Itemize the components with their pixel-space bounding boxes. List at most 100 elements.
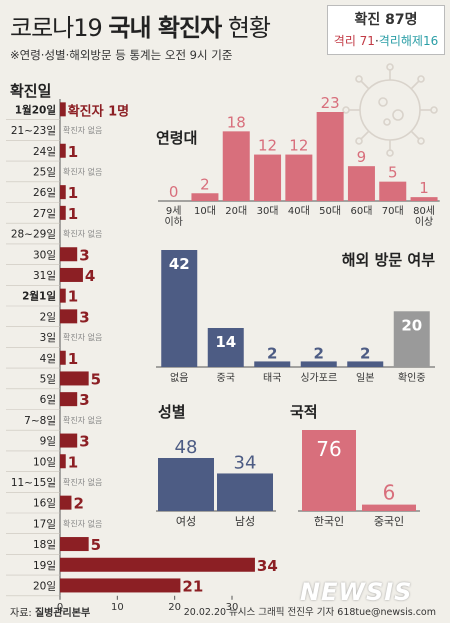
daily-category-label: 20일 [33,579,56,592]
daily-value-label: 3 [79,391,89,409]
daily-category-label: 17일 [33,517,56,530]
summary-box: 확진 87명 격리 71·격리해제16 [327,5,445,55]
daily-category-label: 1월20일 [15,103,56,116]
gender-bar [217,473,273,511]
daily-category-label: 26일 [33,186,56,199]
daily-category-label: 2월1일 [22,290,56,303]
daily-none-label: 확진자 없음 [63,166,102,176]
daily-x-tick-label: 10 [111,602,124,613]
daily-category-label: 5일 [40,372,56,385]
age-category-label: 60대 [350,205,372,217]
released-count: 격리해제16 [378,34,439,48]
daily-bar [60,143,66,158]
summary-separator: · [374,34,379,48]
title-suffix: 현황 [221,14,271,42]
daily-bar [60,205,66,220]
daily-category-label: 4일 [40,352,56,365]
overseas-value-label: 14 [215,333,236,351]
age-value-label: 18 [227,113,246,131]
overseas-value-label: 42 [169,255,190,273]
nationality-category-label: 한국인 [314,515,344,528]
overseas-bar [161,250,198,367]
nationality-value-label: 6 [383,481,396,505]
daily-value-label: 1 [68,143,78,161]
daily-bar [60,247,78,262]
daily-category-label: 24일 [33,145,56,158]
summary-detail: 격리 71·격리해제16 [328,32,444,49]
daily-none-label: 확진자 없음 [63,477,102,487]
daily-value-label: 21 [182,577,203,595]
daily-category-label: 3일 [40,331,56,344]
overseas-category-label: 태국 [263,372,281,384]
daily-chart-title: 확진일 [10,82,51,100]
daily-bar [60,267,83,282]
daily-none-label: 확진자 없음 [63,415,102,425]
age-value-label: 1 [419,179,429,197]
nationality-value-label: 76 [316,437,341,461]
overseas-bar [300,361,337,367]
age-category-label: 30대 [257,205,279,217]
daily-value-label: 1 [68,453,78,471]
daily-category-label: 25일 [33,165,56,178]
age-bar [379,181,407,201]
daily-category-label: 9일 [40,435,56,448]
age-category-label: 10대 [194,205,216,217]
overseas-category-label: 없음 [170,371,188,384]
overseas-category-label: 싱가포르 [300,372,337,384]
daily-bar [60,309,78,324]
age-value-label: 9 [357,148,367,166]
overseas-value-label: 20 [401,316,422,334]
age-category-label: 70대 [382,205,404,217]
daily-category-label: 27일 [33,207,56,220]
age-category-label: 50대 [319,205,341,217]
daily-category-label: 16일 [33,497,56,510]
daily-value-label: 3 [79,308,89,326]
title-bold: 국내 확진자 [108,14,222,42]
age-bar [285,154,313,201]
overseas-category-label: 중국 [217,372,235,384]
age-value-label: 12 [289,137,308,155]
source-note: 자료: 질병관리본부 [10,604,90,619]
daily-bar [60,185,66,200]
age-value-label: 2 [200,175,210,193]
gender-category-label: 여성 [176,515,196,528]
age-bar [191,193,219,201]
daily-none-label: 확진자 없음 [63,125,102,135]
gender-bar [158,458,214,511]
age-chart-title: 연령대 [156,129,197,147]
daily-value-label: 1 [68,205,78,223]
age-bar [254,154,282,201]
daily-value-label: 1 [68,288,78,306]
daily-category-label: 30일 [33,248,56,261]
daily-value-label: 5 [91,370,101,388]
daily-bar [60,495,72,510]
daily-value-label: 4 [85,267,95,285]
daily-bar [60,392,78,407]
daily-x-tick-label: 20 [168,602,181,613]
daily-bar [60,578,181,593]
overseas-bar [207,328,244,367]
age-bar [347,166,375,201]
age-category-label: 40대 [288,205,310,217]
total-cases: 확진 87명 [354,12,418,28]
daily-value-label: 1 [68,350,78,368]
virus-illustration-icon [342,63,438,157]
age-value-label: 0 [169,183,179,201]
source-label: 자료: [10,608,35,619]
overseas-category-label: 확인중 [398,372,426,384]
daily-category-label: 19일 [33,559,56,572]
daily-category-label: 7~8일 [24,414,56,427]
age-value-label: 12 [258,137,277,155]
daily-category-label: 21~23일 [11,124,56,137]
overseas-bar [347,361,384,367]
daily-value-label: 3 [79,246,89,264]
gender-category-label: 남성 [235,515,255,528]
daily-category-label: 2일 [40,310,56,323]
daily-bar [60,537,89,552]
isolated-count: 격리 71 [333,34,375,48]
overseas-category-label: 일본 [356,372,374,384]
age-bar [222,131,250,201]
overseas-bar [393,311,430,367]
daily-category-label: 6일 [40,393,56,406]
